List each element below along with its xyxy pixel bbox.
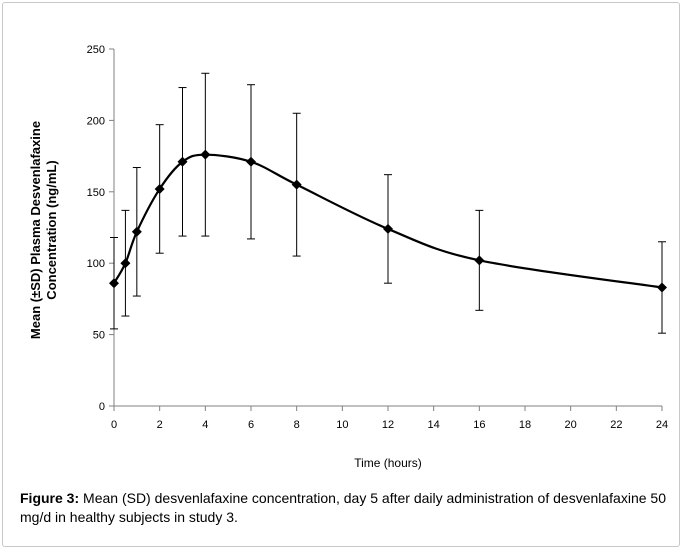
y-tick-label: 250 [87,44,105,56]
caption-label: Figure 3: [20,490,80,506]
x-tick-label: 10 [336,419,348,431]
data-point-marker [154,183,165,194]
chart: Mean (±SD) Plasma Desvenlafaxine Concent… [28,44,668,470]
x-tick-label: 0 [111,419,117,431]
x-tick-label: 6 [248,419,254,431]
caption-text: Mean (SD) desvenlafaxine concentration, … [20,490,666,525]
x-ticks: 0 2 4 6 8 10 12 14 16 18 20 22 24 [111,406,668,431]
data-point-marker [120,258,131,269]
y-tick-label: 50 [93,330,105,342]
y-axis-title-line-2: Concentration (ng/mL) [44,160,59,299]
data-point-marker [177,156,188,167]
data-point-marker [383,223,393,234]
y-tick-label: 100 [87,258,105,270]
data-point-marker [246,156,256,167]
figure-caption: Figure 3: Mean (SD) desvenlafaxine conce… [20,489,666,527]
x-tick-label: 24 [656,419,668,431]
data-point-marker [291,179,302,190]
y-tick-label: 200 [87,115,105,127]
data-point-marker [474,255,485,266]
data-point-marker [657,282,667,293]
data-point-marker [131,226,142,237]
x-tick-label: 12 [382,419,394,431]
y-tick-label: 0 [99,401,105,413]
y-axis-title-line-1: Mean (±SD) Plasma Desvenlafaxine [28,121,43,339]
data-point-marker [200,149,211,160]
x-tick-label: 8 [294,419,300,431]
data-point-marker [109,278,119,289]
x-axis-title: Time (hours) [354,456,422,470]
x-tick-label: 16 [473,419,485,431]
y-ticks: 0 50 100 150 200 250 [87,44,114,413]
x-tick-label: 20 [565,419,577,431]
data-markers [109,149,667,293]
x-tick-label: 22 [610,419,622,431]
y-axis-title: Mean (±SD) Plasma Desvenlafaxine Concent… [28,121,59,339]
x-tick-label: 4 [202,419,208,431]
x-tick-label: 14 [428,419,440,431]
x-tick-label: 18 [519,419,531,431]
x-tick-label: 2 [157,419,163,431]
error-bars [110,72,666,334]
y-tick-label: 150 [87,187,105,199]
